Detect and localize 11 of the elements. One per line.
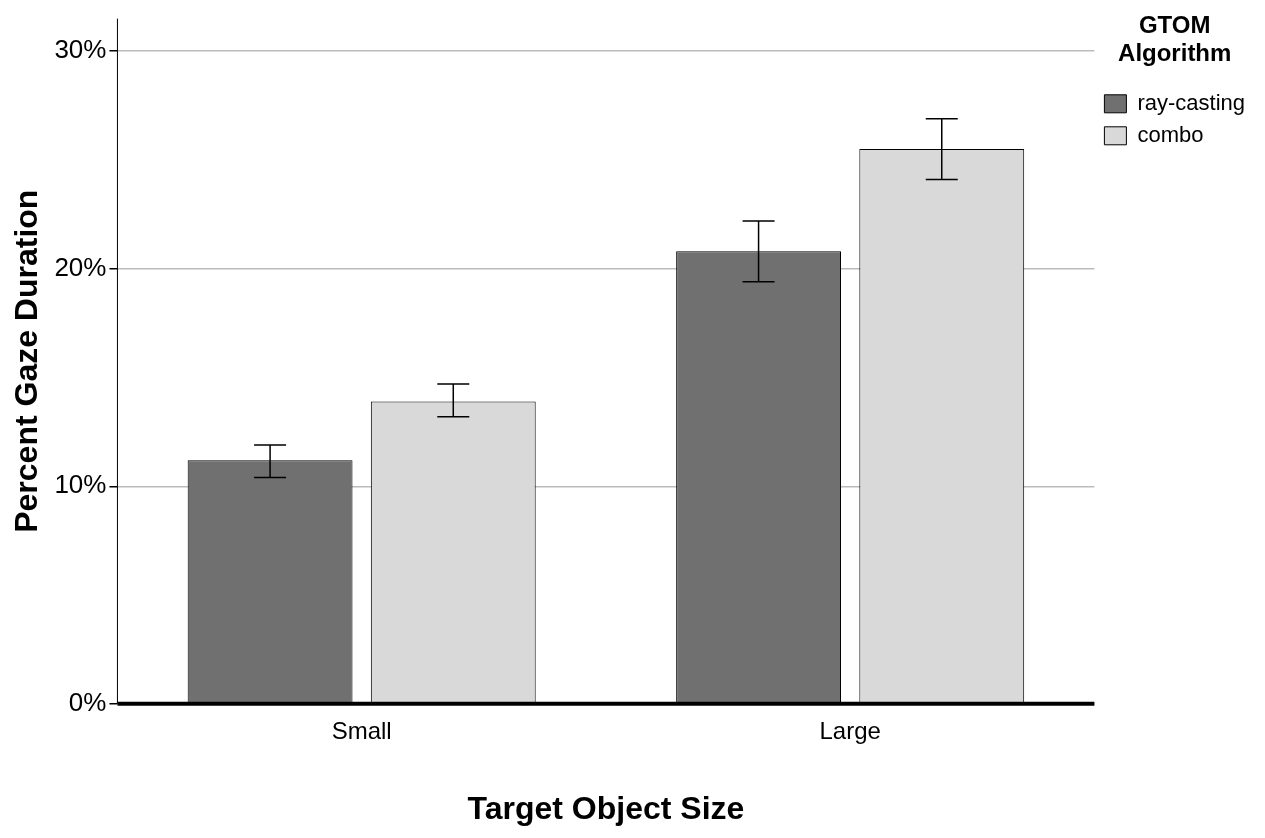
x-axis-title: Target Object Size	[467, 789, 745, 826]
legend-label: ray-casting	[1137, 89, 1245, 115]
legend-title: GTOM Algorithm	[1118, 10, 1232, 66]
y-tick-label: 0%	[68, 686, 107, 717]
x-tick-label: Large	[819, 716, 881, 744]
y-axis-title: Percent Gaze Duration	[8, 189, 45, 533]
legend-label: combo	[1137, 121, 1204, 147]
y-tick-label: 10%	[54, 469, 107, 500]
y-tick-label: 30%	[54, 34, 107, 65]
x-tick-label: Small	[331, 716, 392, 744]
y-tick-label: 20%	[54, 251, 107, 282]
